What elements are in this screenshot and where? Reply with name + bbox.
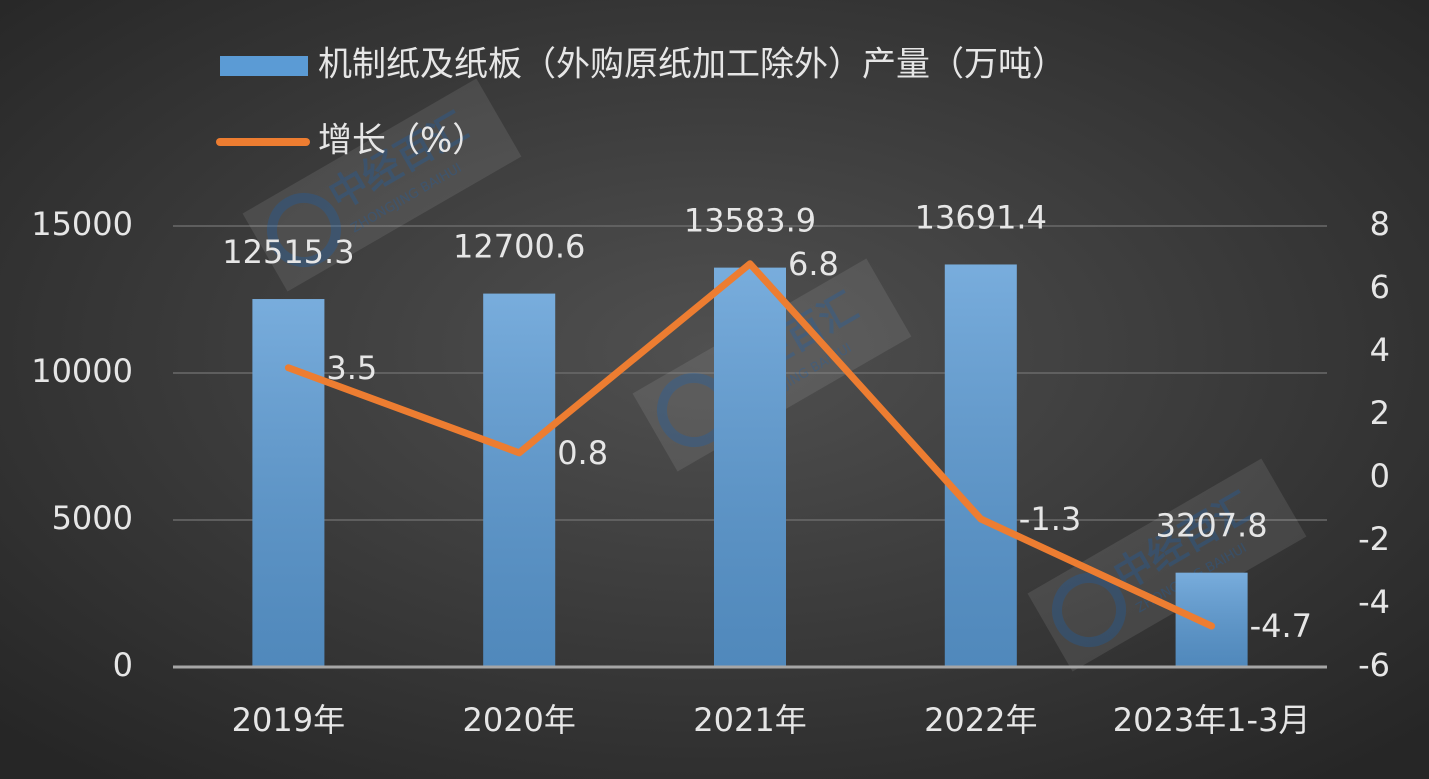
y2-tick-label: 4 [1370, 331, 1390, 369]
growth-line [284, 260, 1216, 630]
x-tick-label: 2019年 [232, 701, 345, 739]
bar-value-label: 3207.8 [1156, 507, 1268, 545]
line-value-label: 3.5 [326, 349, 377, 387]
watermark-box [242, 78, 522, 292]
y2-tick-label: 0 [1370, 457, 1390, 495]
y2-tick-label: -4 [1358, 583, 1390, 621]
bar-shade [252, 299, 325, 667]
y-tick-label: 15000 [31, 205, 133, 243]
y2-tick-label: -2 [1358, 520, 1390, 558]
watermark-logo [267, 193, 342, 267]
y-tick-label: 0 [113, 646, 133, 684]
bar-shade [483, 293, 556, 667]
y2-tick-label: 6 [1370, 268, 1390, 306]
line-value-label: 6.8 [788, 245, 839, 283]
line-value-label: -1.3 [1019, 500, 1081, 538]
bar-shade [944, 264, 1017, 667]
legend-label: 机制纸及纸板（外购原纸加工除外）产量（万吨） [318, 45, 1066, 85]
legend-swatch [220, 56, 308, 76]
x-tick-label: 2021年 [693, 701, 806, 739]
bar-value-label: 13691.4 [915, 198, 1047, 236]
bar-value-label: 13583.9 [684, 202, 816, 240]
y2-tick-label: -6 [1358, 646, 1390, 684]
bar-shade [1175, 572, 1248, 667]
y2-tick-label: 8 [1370, 205, 1390, 243]
y-tick-label: 5000 [52, 499, 133, 537]
y-tick-label: 10000 [31, 352, 133, 390]
bar-value-label: 12700.6 [453, 228, 585, 266]
y2-tick-label: 2 [1370, 394, 1390, 432]
watermark-logo [1052, 573, 1127, 647]
legend-label: 增长（%） [318, 121, 486, 161]
bar-shade [714, 267, 786, 667]
x-tick-label: 2023年1-3月 [1113, 701, 1311, 739]
x-tick-label: 2020年 [462, 701, 575, 739]
x-tick-label: 2022年 [924, 701, 1037, 739]
line-value-label: -4.7 [1250, 607, 1312, 645]
bar-value-label: 12515.3 [222, 233, 354, 271]
line-value-label: 0.8 [557, 434, 608, 472]
watermark-box [1027, 458, 1307, 672]
